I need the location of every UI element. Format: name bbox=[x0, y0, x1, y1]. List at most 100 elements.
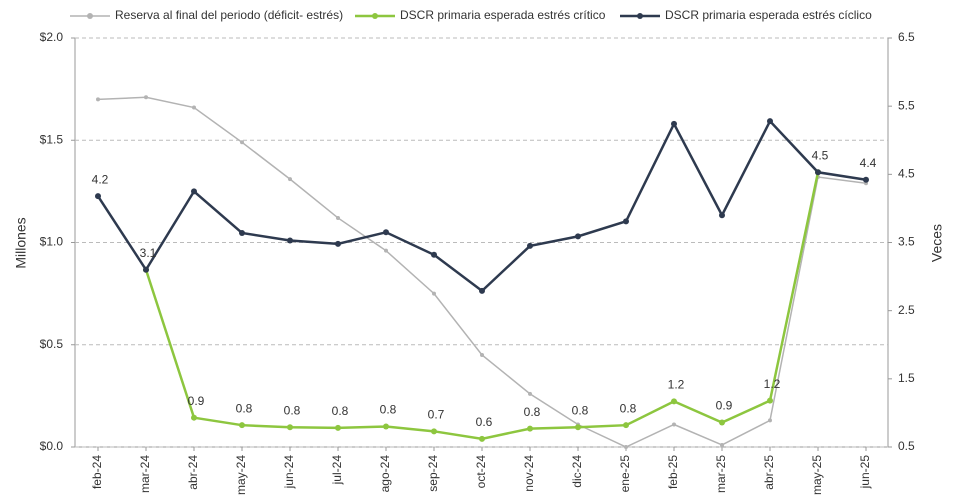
point bbox=[96, 97, 100, 102]
point bbox=[672, 422, 676, 427]
y-tick-label: $1.0 bbox=[40, 235, 64, 249]
data-label: 0.6 bbox=[476, 415, 493, 429]
x-tick-label: mar-25 bbox=[714, 455, 728, 493]
point bbox=[336, 215, 340, 220]
data-label: 4.2 bbox=[92, 172, 109, 186]
point bbox=[383, 423, 389, 430]
x-tick-label: ene-25 bbox=[618, 455, 632, 493]
point bbox=[671, 120, 677, 127]
point bbox=[719, 212, 725, 219]
y2-tick-label: 2.5 bbox=[898, 303, 915, 317]
x-tick-label: abr-25 bbox=[762, 455, 776, 490]
point bbox=[479, 287, 485, 294]
point bbox=[575, 233, 581, 240]
point bbox=[479, 435, 485, 442]
x-tick-label: abr-24 bbox=[186, 455, 200, 490]
point bbox=[192, 105, 196, 110]
data-label: 1.2 bbox=[668, 378, 685, 392]
x-tick-label: feb-25 bbox=[666, 455, 680, 489]
point bbox=[863, 176, 869, 183]
point bbox=[95, 193, 101, 200]
point bbox=[239, 229, 245, 236]
y2-tick-label: 0.5 bbox=[898, 439, 915, 453]
point bbox=[767, 118, 773, 125]
data-label: 0.8 bbox=[524, 405, 541, 419]
point bbox=[335, 424, 341, 431]
x-tick-label: jun-25 bbox=[858, 455, 872, 490]
x-tick-label: may-25 bbox=[810, 455, 824, 495]
point bbox=[287, 424, 293, 431]
point bbox=[288, 177, 292, 182]
data-label: 0.7 bbox=[428, 407, 445, 421]
point bbox=[528, 391, 532, 396]
x-tick-label: jul-24 bbox=[330, 455, 344, 486]
point bbox=[623, 422, 629, 429]
data-label: 0.8 bbox=[332, 404, 349, 418]
point bbox=[480, 352, 484, 357]
data-label: 0.8 bbox=[380, 403, 397, 417]
x-tick-label: mar-24 bbox=[138, 455, 152, 493]
data-label: 0.8 bbox=[284, 403, 301, 417]
y-tick-label: $0.5 bbox=[40, 337, 64, 351]
point bbox=[191, 188, 197, 195]
data-label: 1.2 bbox=[764, 377, 781, 391]
point bbox=[527, 425, 533, 432]
point bbox=[768, 418, 772, 423]
point bbox=[720, 442, 724, 447]
point bbox=[624, 445, 628, 449]
point bbox=[432, 291, 436, 296]
point bbox=[719, 419, 725, 426]
data-label: 3.1 bbox=[140, 246, 157, 260]
point bbox=[815, 169, 821, 176]
point bbox=[575, 424, 581, 431]
legend-label: DSCR primaria esperada estrés cíclico bbox=[665, 8, 872, 22]
y2-tick-label: 3.5 bbox=[898, 235, 915, 249]
x-tick-label: may-24 bbox=[234, 455, 248, 495]
x-tick-label: dic-24 bbox=[570, 455, 584, 488]
legend-marker bbox=[637, 13, 643, 19]
y2-axis-label: Veces bbox=[929, 224, 945, 262]
y-axis-label: Millones bbox=[13, 217, 29, 268]
x-tick-label: oct-24 bbox=[474, 455, 488, 489]
data-label: 4.5 bbox=[812, 148, 829, 162]
point bbox=[767, 397, 773, 404]
point bbox=[335, 240, 341, 247]
point bbox=[144, 95, 148, 100]
y-tick-label: $2.0 bbox=[40, 30, 64, 44]
y2-tick-label: 5.5 bbox=[898, 98, 915, 112]
legend-label: DSCR primaria esperada estrés crítico bbox=[400, 8, 606, 22]
series-line bbox=[96, 119, 867, 293]
data-label: 0.8 bbox=[620, 401, 637, 415]
point bbox=[240, 140, 244, 145]
point bbox=[239, 422, 245, 429]
x-tick-label: feb-24 bbox=[90, 455, 104, 489]
point bbox=[287, 237, 293, 244]
series-line bbox=[97, 96, 867, 448]
point bbox=[431, 428, 437, 435]
x-tick-label: ago-24 bbox=[378, 455, 392, 493]
y2-tick-label: 1.5 bbox=[898, 371, 915, 385]
point bbox=[384, 248, 388, 253]
x-tick-label: jun-24 bbox=[282, 455, 296, 490]
point bbox=[431, 251, 437, 258]
data-label: 0.8 bbox=[236, 401, 253, 415]
y2-tick-label: 4.5 bbox=[898, 167, 915, 181]
legend-marker bbox=[372, 13, 378, 19]
point bbox=[671, 398, 677, 405]
legend-marker bbox=[87, 13, 93, 19]
data-label: 4.4 bbox=[860, 156, 877, 170]
x-tick-label: nov-24 bbox=[522, 455, 536, 492]
y-tick-label: $1.5 bbox=[40, 132, 64, 146]
point bbox=[191, 414, 197, 421]
point bbox=[383, 229, 389, 236]
x-tick-label: sep-24 bbox=[426, 455, 440, 492]
point bbox=[143, 266, 149, 273]
y2-tick-label: 6.5 bbox=[898, 30, 915, 44]
y-tick-label: $0.0 bbox=[40, 439, 64, 453]
data-label: 0.9 bbox=[716, 399, 733, 413]
data-label: 0.8 bbox=[572, 403, 589, 417]
data-label: 0.9 bbox=[188, 394, 205, 408]
point bbox=[527, 242, 533, 249]
point bbox=[623, 218, 629, 225]
